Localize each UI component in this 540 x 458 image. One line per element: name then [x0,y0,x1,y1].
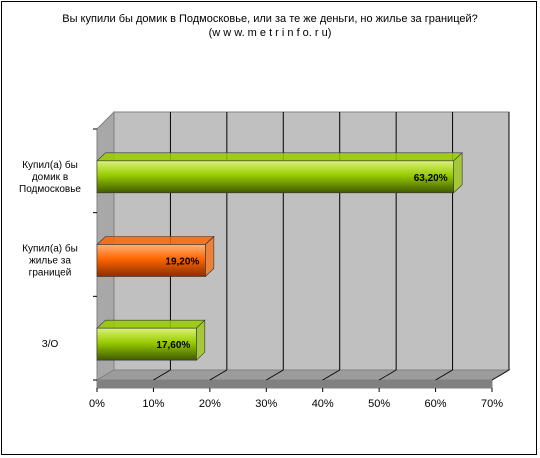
y-category-label-line: З/О [42,339,59,350]
bar-top-face [96,152,463,162]
bar-front-face [96,327,197,361]
data-label: 17,60% [156,340,190,351]
gridline-floor [209,369,228,381]
x-tick-label: 40% [312,398,334,410]
x-tick-label: 30% [255,398,277,410]
y-category-label-line: Купил(а) бы [22,159,78,171]
bar [96,152,463,194]
y-category-label: Купил(а) бы домик в Подмосковье [19,159,81,195]
bar [96,319,206,361]
data-label: 19,20% [165,257,199,268]
floor-top [95,369,511,381]
floor-front [96,379,493,389]
chart-title: Вы купили бы домик в Подмосковье, или за… [0,12,540,40]
x-tick-label: 50% [368,398,390,410]
y-category-label-line: жилье за [29,256,71,267]
y-category-label-line: домик в [32,172,68,183]
chart-title-main: Вы купили бы домик в Подмосковье, или за… [62,13,478,25]
x-tick-label: 60% [425,398,447,410]
bar-top-face [96,319,206,329]
gridline-floor [435,369,453,381]
bar-front-face [96,160,454,194]
x-tick-label: 70% [481,398,503,410]
bar [96,235,215,278]
x-tick-label: 10% [142,398,164,410]
y-category-label: З/О [42,339,59,350]
chart-subtitle: (w w w. m e t r i n f o. r u) [208,27,332,39]
y-category-label-line: Купил(а) бы [22,243,78,255]
bar-front-face [96,244,206,277]
x-tick-label: 20% [199,398,221,410]
bar-top-face [96,236,215,245]
x-tick-label: 0% [89,398,105,410]
gridline-floor [266,369,284,381]
gridline-floor [491,369,510,381]
y-category-label: Купил(а) бы жилье за границей [22,243,78,279]
y-category-label-line: Подмосковье [19,184,81,195]
gridline-floor [378,369,397,381]
gridline-floor [153,369,171,381]
y-category-label-line: границей [29,268,72,279]
gridline-floor [322,369,340,381]
data-label: 63,20% [414,173,448,184]
